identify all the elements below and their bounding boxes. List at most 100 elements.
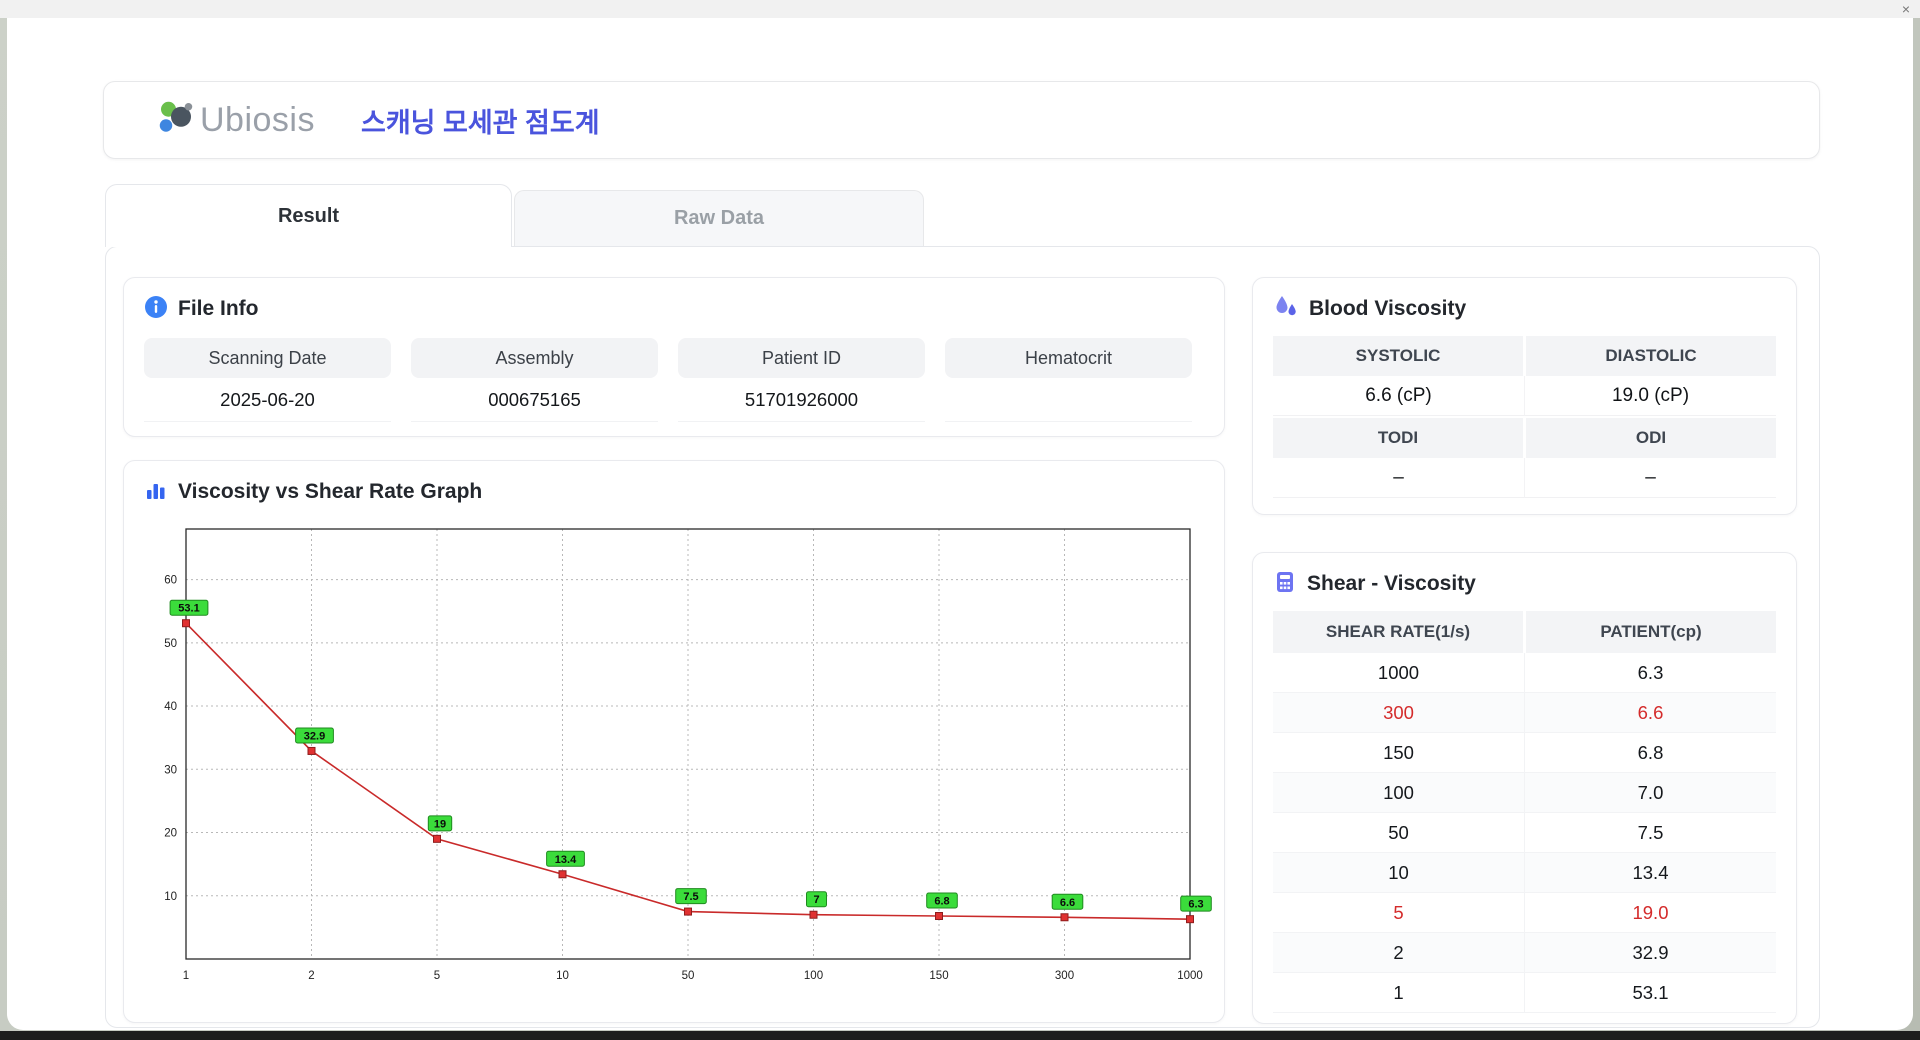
field-scanning-date: Scanning Date 2025-06-20 (144, 338, 391, 422)
tab-result[interactable]: Result (105, 184, 512, 247)
shear-row-3: 100 7.0 (1273, 773, 1776, 813)
field-value: 2025-06-20 (144, 378, 391, 422)
svg-text:6.3: 6.3 (1188, 899, 1203, 911)
svg-text:1000: 1000 (1177, 970, 1203, 982)
systolic-value: 6.6 (cP) (1273, 376, 1525, 416)
field-label: Scanning Date (144, 338, 391, 378)
patient-cell: 6.8 (1637, 741, 1664, 763)
field-assembly: Assembly 000675165 (411, 338, 658, 422)
file-info-card: File Info Scanning Date 2025-06-20 Assem… (123, 277, 1225, 437)
shear-row-0: 1000 6.3 (1273, 653, 1776, 693)
svg-text:7: 7 (813, 894, 819, 906)
field-value: 000675165 (411, 378, 658, 422)
shear-rate-cell: 300 (1273, 693, 1525, 732)
svg-text:13.4: 13.4 (555, 854, 577, 866)
droplet-icon (1273, 294, 1299, 325)
svg-text:60: 60 (164, 575, 177, 587)
desktop-bottom-strip (0, 1031, 1920, 1040)
shear-rate-header: SHEAR RATE(1/s) (1273, 611, 1523, 653)
diastolic-header: DIASTOLIC (1526, 336, 1776, 376)
logo-icon (156, 98, 196, 143)
bar-chart-icon (144, 478, 168, 507)
todi-value: – (1273, 458, 1525, 498)
field-value: 51701926000 (678, 378, 925, 422)
patient-cell: 7.0 (1637, 781, 1664, 803)
shear-viscosity-title: Shear - Viscosity (1307, 572, 1476, 595)
shear-rate-cell: 10 (1273, 853, 1525, 892)
ubiosis-logo: Ubiosis (156, 98, 315, 143)
shear-row-8: 1 53.1 (1273, 973, 1776, 1013)
todi-header: TODI (1273, 418, 1523, 458)
logo-text: Ubiosis (200, 100, 315, 139)
svg-text:20: 20 (164, 828, 177, 840)
svg-text:10: 10 (556, 970, 569, 982)
svg-text:1: 1 (183, 970, 189, 982)
close-icon[interactable]: × (1901, 1, 1910, 17)
svg-text:150: 150 (929, 970, 948, 982)
patient-cell: 13.4 (1632, 861, 1669, 883)
shear-rate-cell: 100 (1273, 773, 1525, 812)
odi-value: – (1525, 458, 1776, 498)
info-icon (144, 295, 168, 324)
field-label: Assembly (411, 338, 658, 378)
header-card: Ubiosis 스캐닝 모세관 점도계 (103, 81, 1820, 159)
viscosity-shear-chart: 10 20 30 40 50 60 1 2 5 10 50 100 150 300 1000 53.1 32.9… (150, 519, 1212, 997)
svg-text:32.9: 32.9 (304, 730, 325, 742)
blood-viscosity-card: Blood Viscosity SYSTOLIC DIASTOLIC 6.6 (… (1252, 277, 1797, 515)
shear-row-4: 50 7.5 (1273, 813, 1776, 853)
shear-row-5: 10 13.4 (1273, 853, 1776, 893)
shear-rate-cell: 5 (1273, 893, 1525, 932)
graph-card: Viscosity vs Shear Rate Graph 10 20 30 40 50… (123, 460, 1225, 1023)
blood-viscosity-table: SYSTOLIC DIASTOLIC 6.6 (cP) 19.0 (cP) TO… (1273, 336, 1776, 498)
file-info-fields: Scanning Date 2025-06-20 Assembly 000675… (144, 338, 1204, 422)
field-label: Hematocrit (945, 338, 1192, 378)
shear-viscosity-card: Shear - Viscosity SHEAR RATE(1/s) PATIEN… (1252, 552, 1797, 1024)
svg-text:300: 300 (1055, 970, 1074, 982)
svg-text:6.8: 6.8 (934, 896, 949, 908)
file-info-title: File Info (178, 297, 259, 320)
shear-rate-cell: 1 (1273, 973, 1525, 1012)
graph-title: Viscosity vs Shear Rate Graph (178, 480, 483, 503)
field-label: Patient ID (678, 338, 925, 378)
field-value (945, 378, 1192, 422)
app-window: Ubiosis 스캐닝 모세관 점도계 Result Raw Data File… (7, 18, 1913, 1030)
patient-cell: 19.0 (1632, 901, 1669, 923)
svg-text:30: 30 (164, 764, 177, 776)
blood-viscosity-title: Blood Viscosity (1309, 297, 1467, 320)
svg-text:10: 10 (164, 891, 177, 903)
patient-cell: 53.1 (1632, 981, 1669, 1003)
svg-text:40: 40 (164, 701, 177, 713)
calculator-icon (1273, 570, 1297, 599)
svg-text:2: 2 (308, 970, 314, 982)
patient-cell: 6.3 (1637, 661, 1664, 683)
shear-row-2: 150 6.8 (1273, 733, 1776, 773)
svg-text:50: 50 (682, 970, 695, 982)
shear-rate-cell: 2 (1273, 933, 1525, 972)
svg-text:19: 19 (434, 818, 446, 830)
shear-rate-cell: 1000 (1273, 653, 1525, 692)
diastolic-value: 19.0 (cP) (1525, 376, 1776, 416)
patient-cell: 7.5 (1637, 821, 1664, 843)
patient-cell: 32.9 (1632, 941, 1669, 963)
shear-row-6: 5 19.0 (1273, 893, 1776, 933)
svg-text:5: 5 (434, 970, 440, 982)
svg-text:6.6: 6.6 (1060, 897, 1075, 909)
field-hematocrit: Hematocrit (945, 338, 1192, 422)
odi-header: ODI (1526, 418, 1776, 458)
shear-row-7: 2 32.9 (1273, 933, 1776, 973)
shear-rate-cell: 50 (1273, 813, 1525, 852)
svg-text:53.1: 53.1 (178, 603, 199, 615)
patient-header: PATIENT(cp) (1526, 611, 1776, 653)
svg-text:100: 100 (804, 970, 823, 982)
shear-row-1: 300 6.6 (1273, 693, 1776, 733)
result-panel: File Info Scanning Date 2025-06-20 Assem… (105, 246, 1820, 1028)
tab-raw-data[interactable]: Raw Data (514, 190, 924, 246)
window-titlebar: × (0, 0, 1920, 18)
svg-text:7.5: 7.5 (683, 891, 698, 903)
svg-text:50: 50 (164, 638, 177, 650)
shear-rate-cell: 150 (1273, 733, 1525, 772)
systolic-header: SYSTOLIC (1273, 336, 1523, 376)
patient-cell: 6.6 (1637, 701, 1664, 723)
page-title: 스캐닝 모세관 점도계 (360, 107, 600, 138)
shear-viscosity-table: SHEAR RATE(1/s) PATIENT(cp) 1000 6.3 300… (1273, 611, 1776, 1013)
